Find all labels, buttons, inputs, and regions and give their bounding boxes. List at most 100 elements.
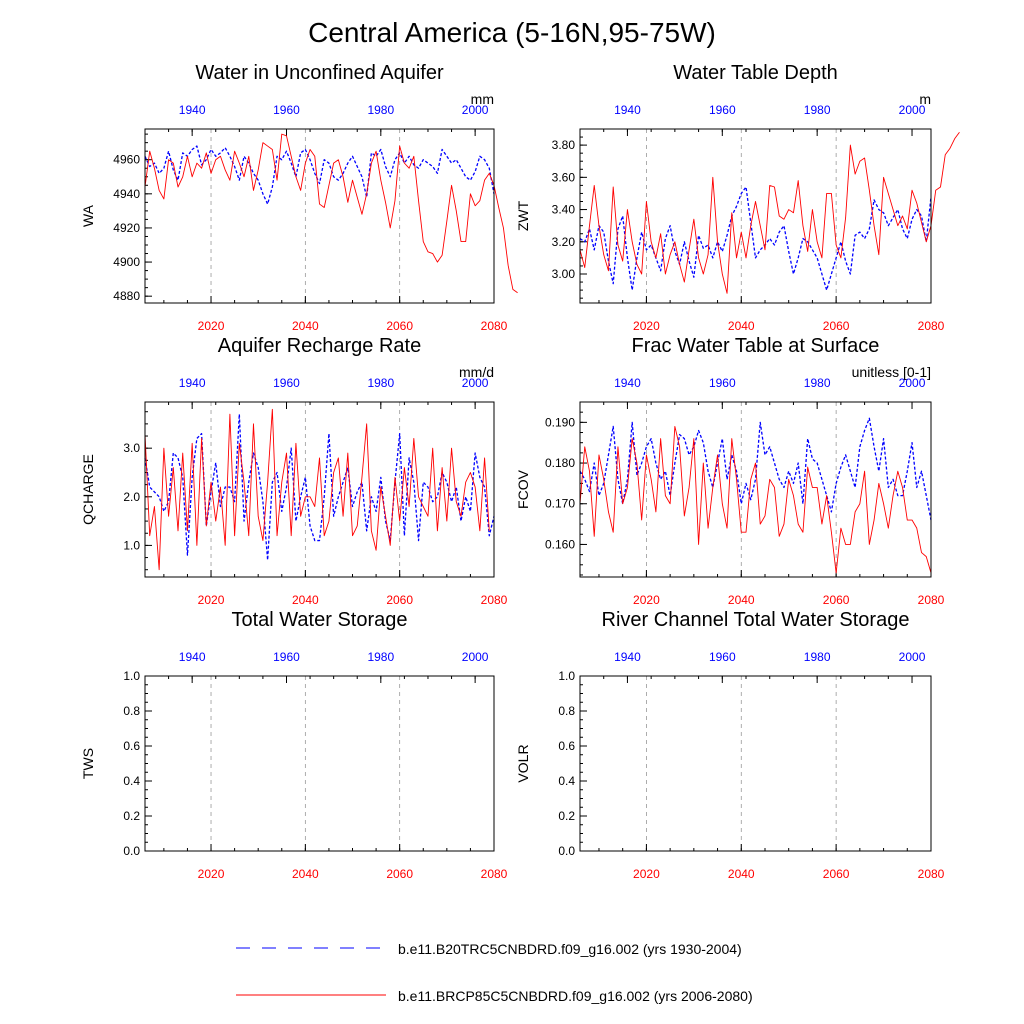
series-line-future [144, 133, 518, 294]
x-tick-label: 2040 [292, 867, 319, 881]
top-x-tick-label: 2000 [462, 376, 489, 390]
x-tick-label: 2080 [918, 593, 945, 607]
top-x-tick-label: 1980 [804, 103, 831, 117]
y-tick-label: 0.4 [558, 774, 575, 788]
y-tick-label: 2.0 [123, 490, 140, 504]
chart-panel-4: Frac Water Table at Surface unitless [0-1… [515, 335, 945, 607]
y-tick-label: 0.4 [123, 774, 140, 788]
top-x-tick-label: 1940 [179, 376, 206, 390]
plot-frame [579, 675, 932, 852]
chart-panel-3: Aquifer Recharge Rate mm/d QCHARGE 2020 2040… [80, 335, 508, 607]
y-tick-label: 0.0 [558, 844, 575, 858]
y-axis-label: QCHARGE [80, 454, 96, 525]
series-line-historical [579, 186, 932, 291]
legend-hist-label: b.e11.B20TRC5CNBDRD.f09_g16.002 (yrs 193… [398, 941, 742, 957]
y-tick-label: 0.8 [123, 704, 140, 718]
units-label: mm [471, 91, 494, 107]
top-x-tick-label: 2000 [899, 376, 926, 390]
x-tick-label: 2040 [292, 593, 319, 607]
top-x-tick-label: 1940 [179, 650, 206, 664]
top-x-tick-label: 2000 [462, 650, 489, 664]
top-x-tick-label: 1960 [273, 650, 300, 664]
y-tick-label: 4960 [113, 153, 140, 167]
top-x-tick-label: 1940 [614, 103, 641, 117]
y-tick-label: 4900 [113, 255, 140, 269]
y-tick-label: 3.60 [552, 170, 576, 184]
series-line-future [579, 131, 960, 294]
y-tick-label: 1.0 [558, 669, 575, 683]
top-x-tick-label: 1980 [367, 376, 394, 390]
y-tick-label: 0.8 [558, 704, 575, 718]
plot-frame [579, 128, 932, 304]
x-tick-label: 2040 [728, 593, 755, 607]
panel-title: Aquifer Recharge Rate [218, 335, 421, 357]
y-axis-label: FCOV [515, 469, 531, 509]
legend-fut-label: b.e11.BRCP85C5CNBDRD.f09_g16.002 (yrs 20… [398, 988, 753, 1004]
top-x-tick-label: 1960 [273, 103, 300, 117]
y-tick-label: 0.0 [123, 844, 140, 858]
series-line-future [144, 408, 490, 571]
x-tick-label: 2060 [386, 319, 413, 333]
panel-title: River Channel Total Water Storage [602, 609, 910, 631]
panels: Water in Unconfined Aquifer mm WA 2020 2040 2… [80, 62, 960, 881]
units-label: mm/d [459, 364, 494, 380]
plot-frame [579, 401, 932, 578]
y-tick-label: 0.2 [558, 809, 575, 823]
chart-panel-5: Total Water Storage TWS 2020 2040 2060 2080 19… [80, 609, 508, 881]
x-tick-label: 2020 [633, 319, 660, 333]
top-x-tick-label: 1960 [709, 103, 736, 117]
x-tick-label: 2040 [728, 319, 755, 333]
x-tick-label: 2040 [292, 319, 319, 333]
y-tick-label: 3.20 [552, 235, 576, 249]
y-axis-label: VOLR [515, 744, 531, 782]
y-tick-label: 3.00 [552, 267, 576, 281]
x-tick-label: 2020 [198, 593, 225, 607]
series-line-future [579, 425, 932, 574]
x-tick-label: 2060 [823, 867, 850, 881]
x-tick-label: 2020 [633, 593, 660, 607]
y-axis-label: TWS [80, 748, 96, 779]
chart-panel-6: River Channel Total Water Storage VOLR 202… [515, 609, 945, 881]
top-x-tick-label: 1940 [179, 103, 206, 117]
figure-title: Central America (5-16N,95-75W) [308, 17, 716, 48]
top-x-tick-label: 1960 [273, 376, 300, 390]
x-tick-label: 2080 [918, 319, 945, 333]
y-tick-label: 3.0 [123, 441, 140, 455]
x-tick-label: 2020 [198, 867, 225, 881]
y-tick-label: 0.180 [545, 456, 575, 470]
top-x-tick-label: 1960 [709, 650, 736, 664]
y-axis-label: ZWT [515, 200, 531, 231]
units-label: unitless [0-1] [852, 364, 931, 380]
plot-frame [144, 675, 495, 852]
top-x-tick-label: 1980 [367, 650, 394, 664]
plot-frame [144, 128, 495, 304]
top-x-tick-label: 1980 [804, 376, 831, 390]
top-x-tick-label: 1940 [614, 376, 641, 390]
top-x-tick-label: 2000 [899, 103, 926, 117]
y-tick-label: 0.6 [558, 739, 575, 753]
y-tick-label: 0.6 [123, 739, 140, 753]
y-axis-label: WA [80, 204, 96, 227]
panel-title: Water Table Depth [673, 62, 838, 84]
plot-frame [144, 401, 495, 578]
chart-panel-1: Water in Unconfined Aquifer mm WA 2020 2040 2… [80, 62, 518, 333]
y-tick-label: 1.0 [123, 669, 140, 683]
x-tick-label: 2060 [386, 867, 413, 881]
top-x-tick-label: 2000 [462, 103, 489, 117]
panel-title: Total Water Storage [231, 609, 407, 631]
series-line-historical [579, 417, 932, 521]
x-tick-label: 2080 [481, 867, 508, 881]
x-tick-label: 2040 [728, 867, 755, 881]
y-tick-label: 4880 [113, 289, 140, 303]
x-tick-label: 2060 [823, 319, 850, 333]
y-tick-label: 0.170 [545, 497, 575, 511]
x-tick-label: 2080 [481, 319, 508, 333]
panel-title: Frac Water Table at Surface [632, 335, 880, 357]
top-x-tick-label: 1940 [614, 650, 641, 664]
top-x-tick-label: 1980 [804, 650, 831, 664]
top-x-tick-label: 1980 [367, 103, 394, 117]
x-tick-label: 2020 [633, 867, 660, 881]
y-tick-label: 4940 [113, 187, 140, 201]
y-tick-label: 3.40 [552, 203, 576, 217]
